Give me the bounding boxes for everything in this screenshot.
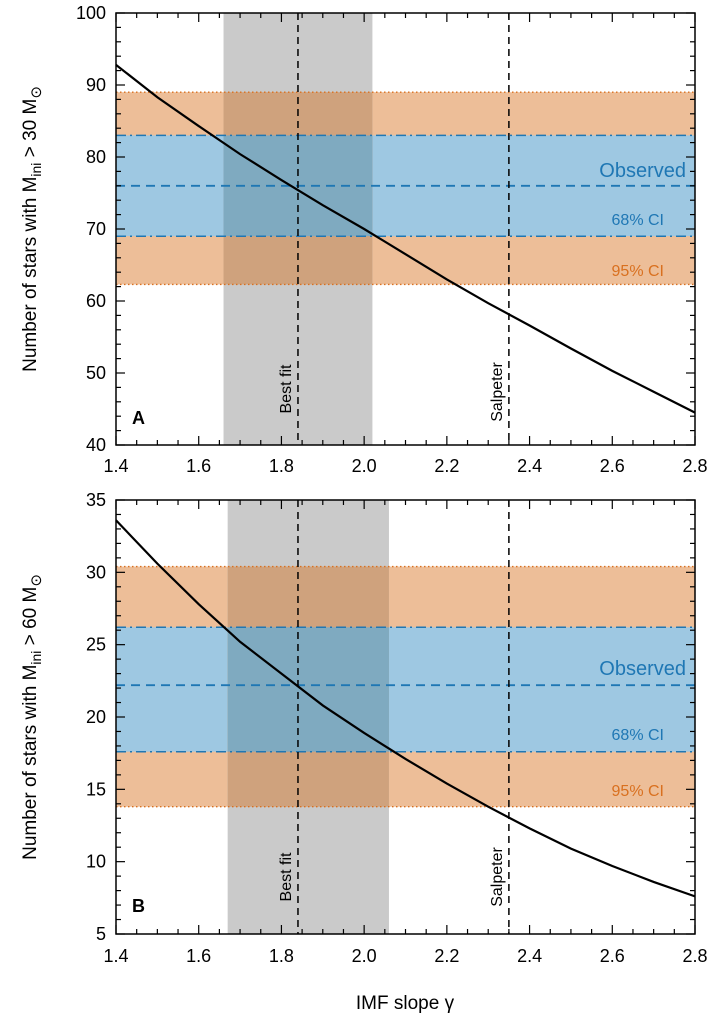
x-tick-label: 2.4 (517, 456, 542, 476)
panel-a-ci68-label: 68% CI (612, 212, 664, 229)
x-tick-label: 2.0 (352, 456, 377, 476)
y-tick-label: 25 (86, 635, 106, 655)
panel-b-model-curve (115, 519, 696, 898)
panel-a-salpeter-label: Salpeter (489, 362, 506, 422)
y-tick-label: 35 (86, 490, 106, 510)
y-tick-label: 90 (86, 75, 106, 95)
y-tick-label: 10 (86, 852, 106, 872)
x-tick-label: 2.4 (517, 946, 542, 966)
panel-a-ci95-label: 95% CI (612, 263, 664, 280)
x-tick-label: 2.2 (434, 946, 459, 966)
x-tick-label: 1.8 (269, 456, 294, 476)
x-tick-label: 2.8 (682, 946, 707, 966)
x-tick-label: 1.8 (269, 946, 294, 966)
y-tick-label: 20 (86, 707, 106, 727)
y-tick-label: 50 (86, 363, 106, 383)
y-tick-label: 60 (86, 291, 106, 311)
panel-b-ticks (115, 499, 696, 935)
x-tick-label: 2.2 (434, 456, 459, 476)
panel-a-y-tick-labels: 40 50 60 70 80 90 100 (76, 3, 106, 455)
panel-b-x-tick-labels: 1.4 1.6 1.8 2.0 2.2 2.4 2.6 2.8 (103, 946, 707, 966)
ci68-band (116, 627, 695, 752)
x-axis-title: IMF slope γ (356, 993, 455, 1014)
y-tick-label: 80 (86, 147, 106, 167)
panel-b-best-fit-label: Best fit (278, 852, 295, 901)
panel-b-observed-label: Observed (599, 658, 686, 680)
panel-b: 1.4 1.6 1.8 2.0 2.2 2.4 2.6 2.8 5 10 15 … (20, 490, 708, 1014)
y-tick-label: 30 (86, 562, 106, 582)
y-tick-label: 15 (86, 779, 106, 799)
panel-a-ticks (115, 12, 696, 446)
panel-b-y-tick-labels: 5 10 15 20 25 30 35 (86, 490, 106, 944)
panel-a-reference-lines (116, 13, 695, 445)
x-tick-label: 2.0 (352, 946, 377, 966)
y-tick-label: 100 (76, 3, 106, 23)
panel-a-letter: A (132, 408, 145, 428)
y-tick-label: 40 (86, 435, 106, 455)
x-tick-label: 2.6 (600, 456, 625, 476)
y-tick-label: 5 (96, 924, 106, 944)
x-tick-label: 1.6 (186, 456, 211, 476)
x-tick-label: 2.6 (600, 946, 625, 966)
x-tick-label: 2.8 (682, 456, 707, 476)
panel-b-bands (116, 500, 695, 934)
panel-b-y-axis-title: Number of stars with Mini > 60 M⊙ (20, 574, 45, 860)
panel-a-observed-label: Observed (599, 160, 686, 182)
panel-b-ci68-label: 68% CI (612, 727, 664, 744)
panel-b-ci95-label: 95% CI (612, 783, 664, 800)
panel-b-salpeter-label: Salpeter (489, 847, 506, 907)
x-tick-label: 1.4 (103, 456, 128, 476)
panel-a-model-curve (115, 63, 696, 414)
panel-a-bands (116, 13, 695, 445)
panel-a-x-tick-labels: 1.4 1.6 1.8 2.0 2.2 2.4 2.6 2.8 (103, 456, 707, 476)
y-tick-label: 70 (86, 219, 106, 239)
x-tick-label: 1.4 (103, 946, 128, 966)
panel-b-reference-lines (116, 500, 695, 934)
panel-a-y-axis-title: Number of stars with Mini > 30 M⊙ (20, 86, 45, 372)
x-tick-label: 1.6 (186, 946, 211, 966)
panel-a-best-fit-label: Best fit (278, 364, 295, 413)
panel-a: 1.4 1.6 1.8 2.0 2.2 2.4 2.6 2.8 40 50 60… (20, 3, 708, 476)
panel-b-letter: B (132, 896, 145, 916)
